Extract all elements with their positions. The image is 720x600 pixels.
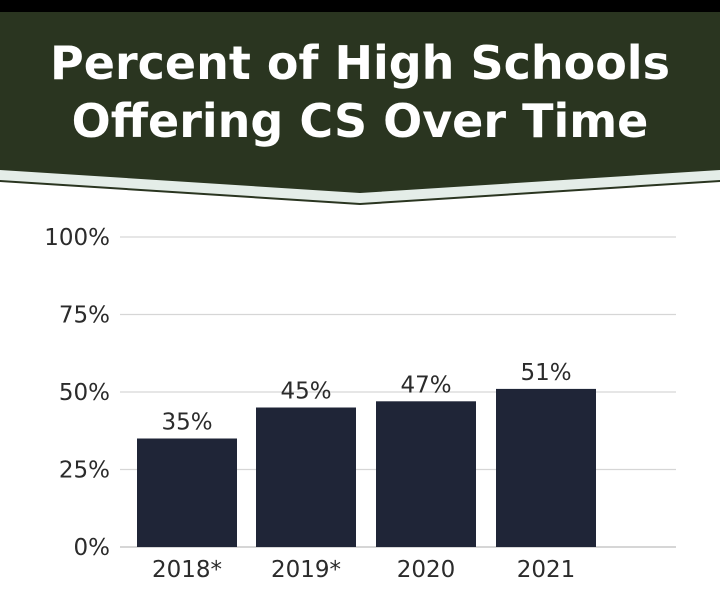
data-label: 51%: [520, 360, 571, 386]
data-label: 47%: [400, 372, 451, 398]
top-black-strip: [0, 0, 720, 12]
chart-title: Percent of High Schools Offering CS Over…: [0, 34, 720, 150]
banner-stripe: [0, 170, 720, 203]
bar: [376, 401, 476, 547]
x-tick-label: 2020: [397, 557, 456, 583]
title-banner: [0, 0, 720, 205]
x-tick-label: 2021: [517, 557, 576, 583]
y-tick-label: 75%: [59, 303, 110, 329]
banner-background: [0, 12, 720, 205]
y-tick-label: 50%: [59, 380, 110, 406]
y-tick-label: 100%: [44, 225, 110, 251]
y-tick-label: 0%: [74, 535, 111, 561]
bar: [137, 438, 237, 547]
chart-title-line-1: Percent of High Schools: [50, 36, 670, 90]
data-label: 45%: [280, 379, 331, 405]
x-tick-label: 2019*: [271, 557, 341, 583]
bar: [256, 407, 356, 547]
chart-title-line-2: Offering CS Over Time: [71, 94, 649, 148]
y-tick-label: 25%: [59, 458, 110, 484]
data-label: 35%: [161, 410, 212, 436]
bar: [496, 388, 596, 547]
x-tick-label: 2018*: [152, 557, 222, 583]
